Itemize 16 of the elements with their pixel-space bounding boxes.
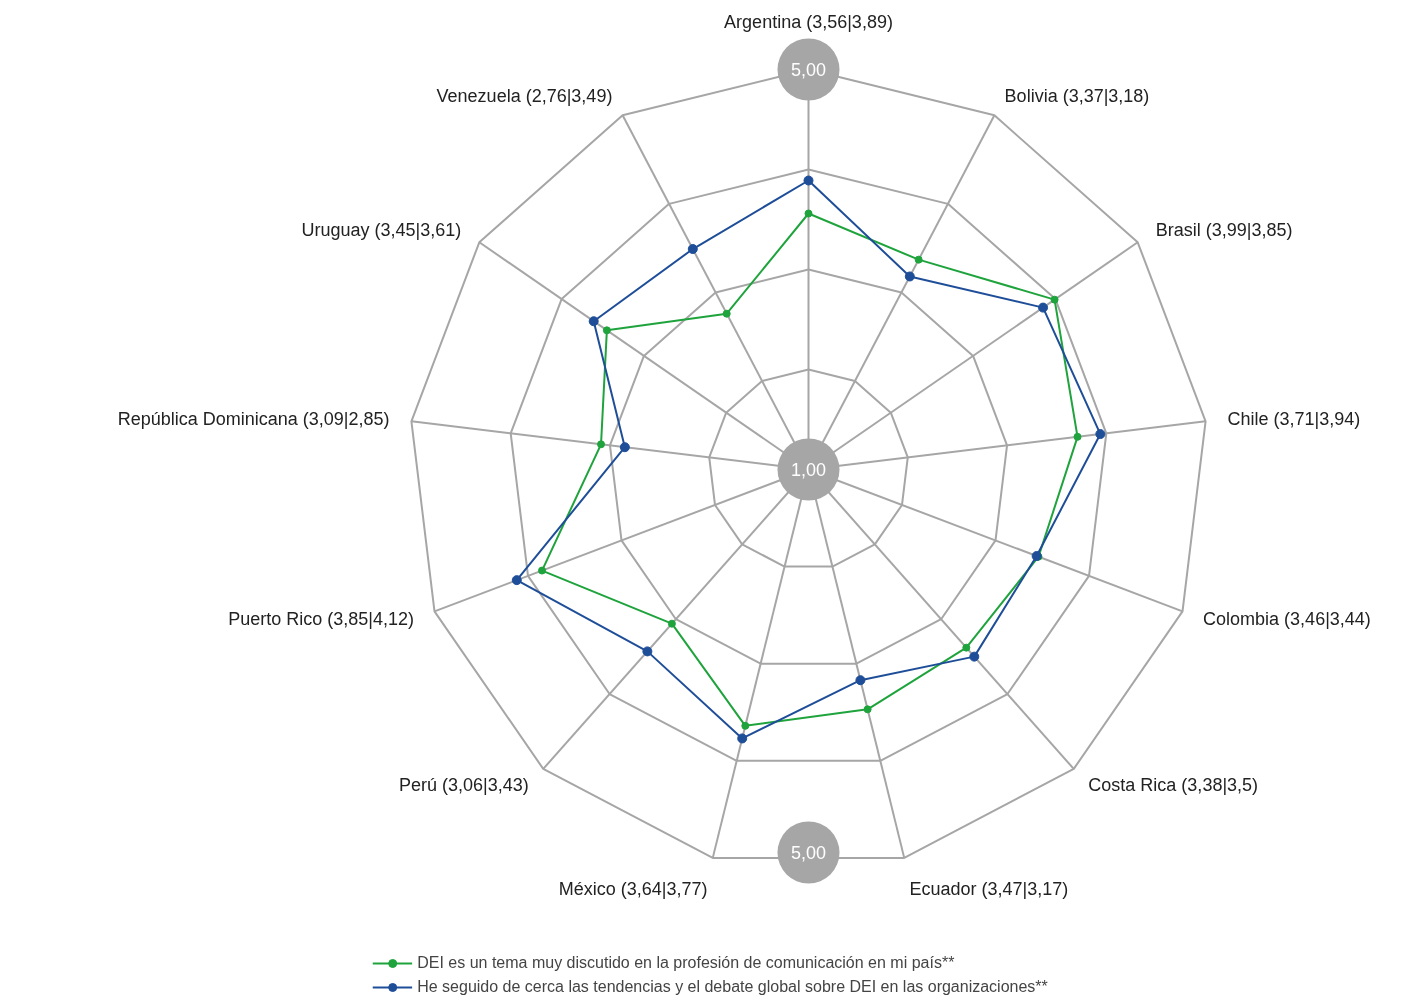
spoke-label: Costa Rica (3,38|3,5) <box>1088 775 1259 796</box>
spoke-label: Brasil (3,99|3,85) <box>1155 219 1293 240</box>
spoke-label: Bolivia (3,37|3,18) <box>1004 85 1150 106</box>
spoke-label: Venezuela (2,76|3,49) <box>436 85 613 106</box>
spoke-label: República Dominicana (3,09|2,85) <box>117 408 390 429</box>
spoke-label: Ecuador (3,47|3,17) <box>909 879 1069 900</box>
spoke-label: Perú (3,06|3,43) <box>398 775 529 796</box>
legend-label: DEI es un tema muy discutido en la profesión de comunicación en mi país** <box>417 954 955 972</box>
spoke-label: Colombia (3,46|3,44) <box>1203 609 1371 630</box>
spoke-label: Puerto Rico (3,85|4,12) <box>228 609 414 630</box>
spoke-label: Argentina (3,56|3,89) <box>724 11 893 32</box>
legend-label: He seguido de cerca las tendencias y el debate global sobre DEI en las organizaciones** <box>417 978 1048 996</box>
y-tick-label: 1,00 <box>790 460 827 480</box>
spoke-label: México (3,64|3,77) <box>558 879 708 900</box>
spoke-label: Uruguay (3,45|3,61) <box>301 219 462 240</box>
spoke-label: Chile (3,71|3,94) <box>1227 408 1361 429</box>
